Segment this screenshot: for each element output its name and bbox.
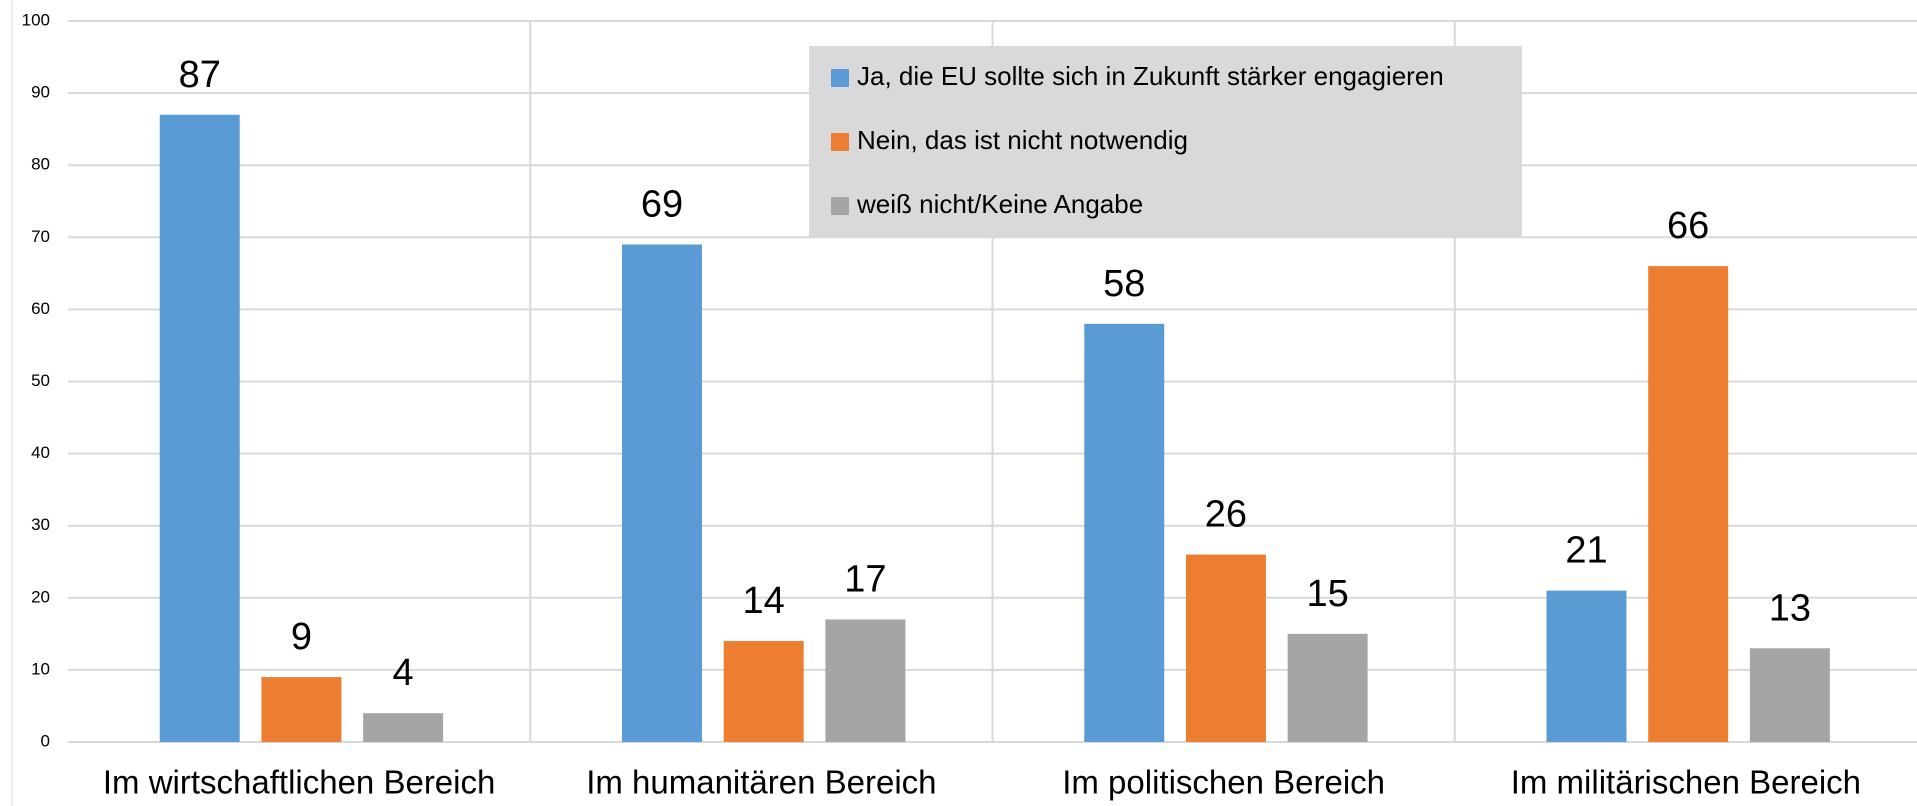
data-label: 13 bbox=[1769, 587, 1811, 629]
y-tick-label: 80 bbox=[31, 155, 50, 174]
data-label: 4 bbox=[393, 652, 414, 694]
x-tick-label: Im politischen Bereich bbox=[1062, 764, 1385, 801]
bar bbox=[1287, 633, 1368, 742]
data-label: 14 bbox=[743, 580, 785, 622]
data-label: 9 bbox=[291, 616, 312, 658]
y-tick-label: 60 bbox=[31, 299, 50, 318]
y-tick-label: 0 bbox=[41, 731, 50, 750]
bar bbox=[159, 114, 240, 743]
legend-swatch bbox=[831, 69, 849, 87]
y-tick-label: 90 bbox=[31, 83, 50, 102]
legend-label: Ja, die EU sollte sich in Zukunft stärke… bbox=[857, 61, 1444, 91]
bar bbox=[723, 641, 804, 742]
bar bbox=[1648, 266, 1729, 742]
legend-swatch bbox=[831, 197, 849, 215]
y-tick-label: 10 bbox=[31, 659, 50, 678]
bar bbox=[363, 713, 444, 742]
data-label: 17 bbox=[844, 558, 886, 600]
y-tick-label: 50 bbox=[31, 371, 50, 390]
data-label: 87 bbox=[179, 54, 221, 96]
data-label: 21 bbox=[1565, 530, 1607, 572]
y-tick-label: 100 bbox=[22, 10, 50, 29]
data-label: 15 bbox=[1306, 573, 1348, 615]
bar bbox=[1749, 648, 1830, 742]
bar bbox=[622, 244, 702, 742]
bar bbox=[261, 677, 342, 742]
y-tick-label: 70 bbox=[31, 227, 50, 246]
data-label: 58 bbox=[1103, 263, 1145, 305]
y-tick-label: 20 bbox=[31, 587, 50, 606]
data-label: 26 bbox=[1205, 494, 1247, 536]
bar bbox=[1084, 323, 1165, 742]
legend-label: Nein, das ist nicht notwendig bbox=[857, 125, 1188, 155]
legend-box bbox=[809, 46, 1522, 238]
legend-label: weiß nicht/Keine Angabe bbox=[856, 189, 1143, 219]
x-tick-label: Im wirtschaftlichen Bereich bbox=[103, 764, 495, 801]
bar bbox=[1546, 590, 1627, 742]
x-tick-label: Im militärischen Bereich bbox=[1511, 764, 1861, 801]
y-tick-label: 40 bbox=[31, 443, 50, 462]
y-tick-label: 30 bbox=[31, 515, 50, 534]
legend-swatch bbox=[831, 133, 849, 151]
x-tick-label: Im humanitären Bereich bbox=[586, 764, 936, 801]
bar bbox=[1185, 554, 1266, 742]
bar bbox=[825, 619, 906, 742]
data-label: 69 bbox=[641, 184, 683, 226]
data-label: 66 bbox=[1667, 205, 1709, 247]
